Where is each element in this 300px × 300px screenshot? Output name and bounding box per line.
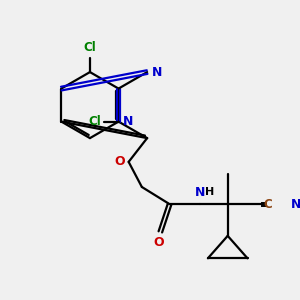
Text: Cl: Cl: [84, 41, 96, 54]
Text: H: H: [206, 187, 214, 197]
Text: C: C: [263, 198, 272, 211]
Text: N: N: [123, 115, 134, 128]
Text: N: N: [291, 198, 300, 211]
Text: Cl: Cl: [88, 115, 101, 128]
Text: N: N: [195, 186, 205, 199]
Text: N: N: [152, 66, 162, 79]
Text: O: O: [154, 236, 164, 249]
Text: O: O: [114, 155, 125, 168]
